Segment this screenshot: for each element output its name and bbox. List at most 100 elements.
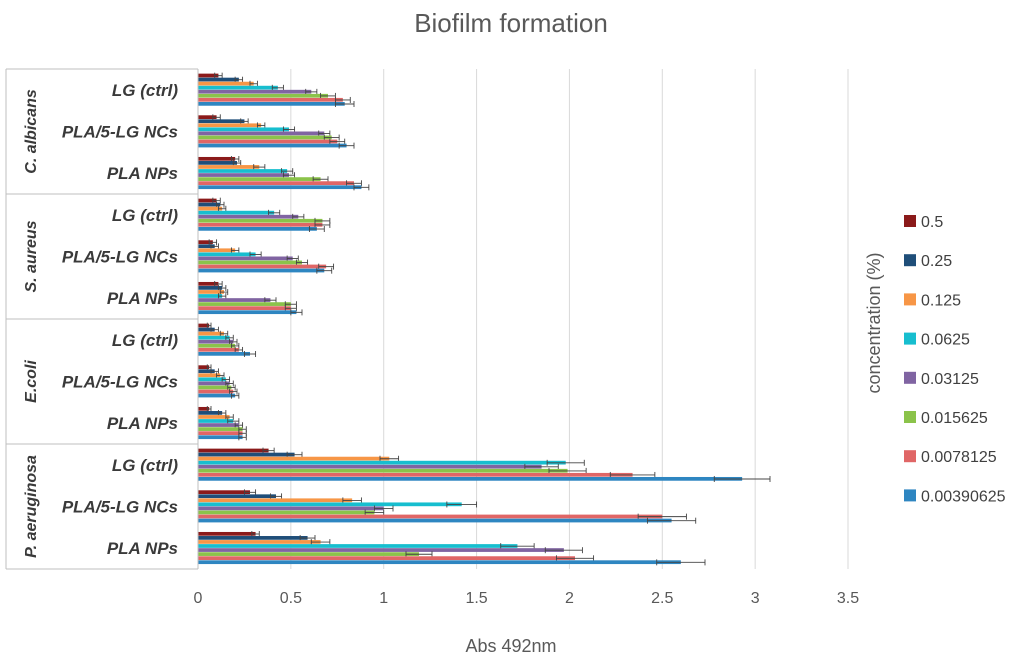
legend-title: concentration (%) [864,252,884,393]
error-bar [446,501,478,508]
error-bar [284,305,297,312]
error-bar [713,476,771,483]
bar [198,206,223,211]
error-bar [342,497,362,504]
error-bar [364,509,385,516]
bar [198,490,250,495]
bar [198,181,354,186]
error-bar [281,168,294,175]
category-label: PLA NPs [107,414,178,433]
bar [198,502,462,507]
bar [198,327,215,332]
bar [198,427,243,431]
legend-label: 0.0625 [921,332,970,349]
category-label: LG (ctrl) [112,206,178,225]
error-bar [230,342,240,349]
error-bar [219,330,229,337]
error-bar [312,176,329,183]
bar [198,476,743,481]
error-bar [286,451,303,458]
x-tick-label: 0.5 [280,590,302,607]
legend-swatch [904,371,916,384]
error-bar [240,118,249,125]
bar [198,156,236,161]
bar [198,506,384,511]
error-bar [216,372,225,379]
error-bar [544,547,583,554]
bar [198,510,375,515]
bar [198,268,325,273]
error-bar [264,297,277,304]
error-bar [249,251,262,258]
error-bar [227,418,240,425]
bar [198,518,672,523]
error-bar [282,172,296,179]
error-bar [338,142,355,149]
error-bar [227,384,236,391]
bar [198,115,217,120]
bar [198,514,663,519]
bar [198,415,230,419]
bar [198,256,293,261]
bar [198,286,223,290]
error-bar [405,551,433,558]
error-bar [230,247,240,254]
bar [198,139,338,144]
error-bar [217,293,227,300]
bar [198,260,302,265]
bar [198,73,219,78]
legend-label: 0.5 [921,214,943,231]
error-bar [208,239,218,246]
legend-swatch [904,254,916,267]
bar [198,214,299,219]
bar [198,244,215,249]
error-bar [500,543,535,550]
error-bar [229,338,238,345]
error-bar [212,197,221,204]
bar [198,552,419,556]
bar [198,252,256,257]
bar [198,419,234,423]
error-bar [251,530,260,537]
error-bar [217,205,227,212]
group-label: C. albicans [23,89,40,174]
bar [198,202,221,207]
error-bar [334,101,355,108]
legend-label: 0.125 [921,292,961,309]
category-axis: C. albicans LG (ctrl) PLA/5-LG NCs PLA NPs S… [5,68,199,570]
group-label: E.coli [23,360,40,403]
error-bar [234,422,244,429]
x-axis-title: Abs 492nm [465,636,556,656]
error-bar [609,471,656,478]
bar [198,452,295,457]
error-bar [221,376,231,383]
error-bar [295,259,309,266]
bar [198,381,230,386]
legend-swatch [904,332,916,345]
bar [198,131,325,136]
category-label: LG (ctrl) [112,456,178,475]
bar [198,468,568,473]
error-bar [271,84,284,91]
error-bar [219,289,229,296]
bar [198,494,276,499]
bar [198,169,288,173]
bar [198,165,260,169]
bar [198,472,633,477]
bar [198,123,262,128]
bar [198,264,327,269]
error-bar [238,434,247,441]
legend: 0.5 0.25 0.125 0.0625 0.03125 0.015625 0.00781… [904,214,1006,505]
error-bar [210,243,219,250]
bar [198,310,297,315]
x-tick-label: 1 [379,590,388,607]
x-tick-label: 3 [751,590,760,607]
bar [198,226,317,231]
bar [198,93,328,98]
error-bar [269,493,283,500]
error-bar [329,138,346,145]
error-bar [637,513,687,520]
legend-label: 0.0078125 [921,449,997,466]
bar [198,85,278,90]
error-bar [379,455,400,462]
